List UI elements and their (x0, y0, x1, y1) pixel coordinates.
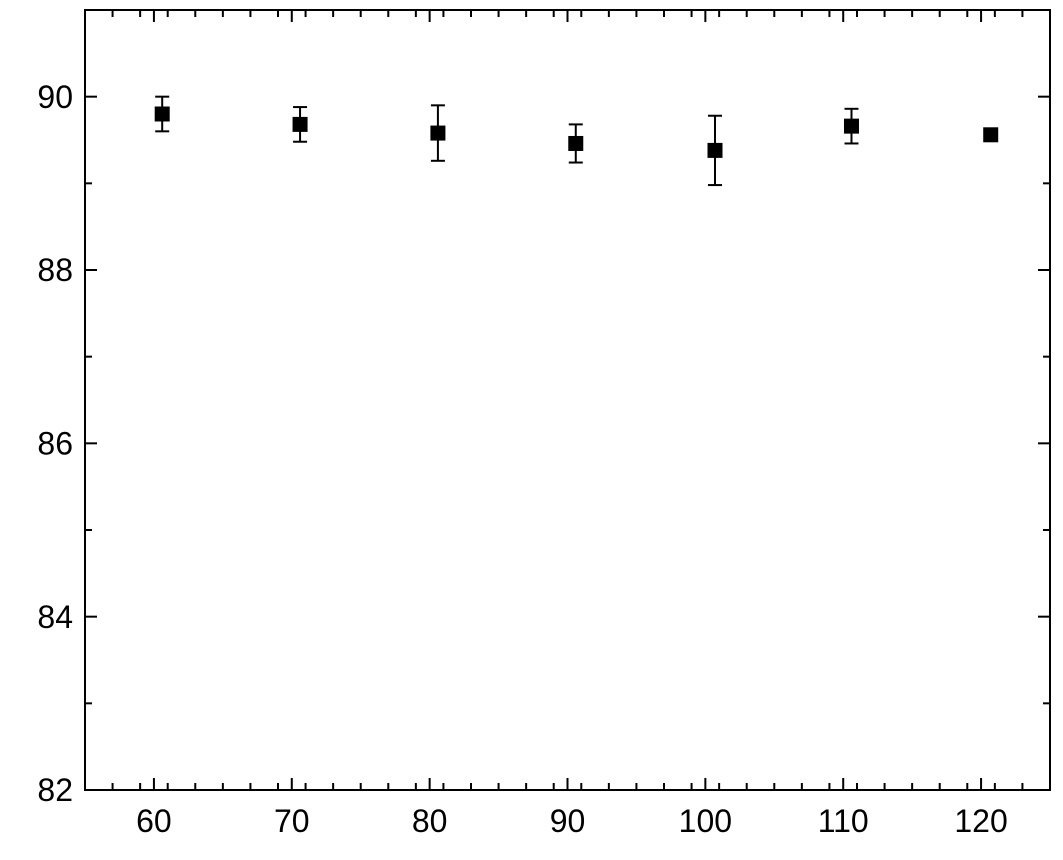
data-point (431, 126, 445, 140)
x-tick-label: 110 (818, 803, 869, 839)
x-tick-label: 70 (274, 803, 310, 839)
errorbar-chart: 60 70 80 90 100 110 120 82 84 86 88 90 (0, 0, 1063, 860)
chart-container: 60 70 80 90 100 110 120 82 84 86 88 90 (0, 0, 1063, 860)
y-tick-label: 90 (37, 79, 73, 115)
y-tick-label: 84 (37, 599, 73, 635)
y-tick-label: 86 (37, 426, 73, 462)
data-point (569, 136, 583, 150)
data-point (293, 117, 307, 131)
x-tick-label: 100 (679, 803, 732, 839)
data-point (844, 119, 858, 133)
x-tick-label: 120 (954, 803, 1007, 839)
y-tick-label: 88 (37, 252, 73, 288)
data-point (708, 143, 722, 157)
x-tick-label: 90 (550, 803, 586, 839)
x-tick-label: 60 (136, 803, 172, 839)
x-tick-label: 80 (412, 803, 448, 839)
y-tick-label: 82 (37, 772, 73, 808)
data-point (984, 128, 998, 142)
data-point (155, 107, 169, 121)
